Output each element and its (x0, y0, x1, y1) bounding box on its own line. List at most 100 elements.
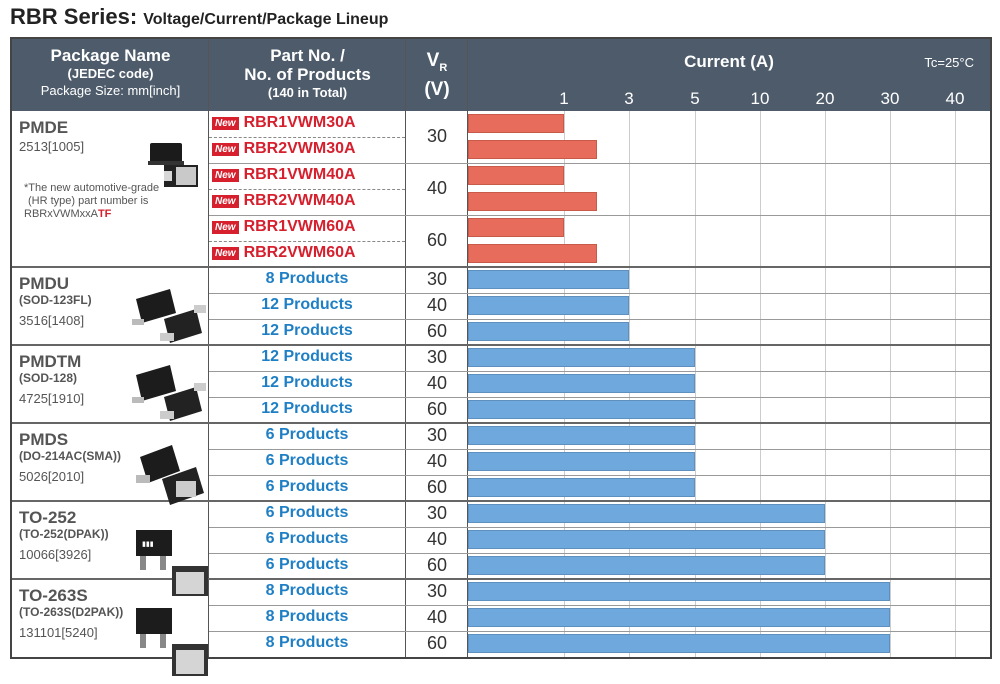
pmde-package-icon (148, 143, 198, 187)
new-badge: New (212, 195, 239, 208)
package-jedec: (SOD-128) (19, 371, 78, 385)
part-number-text: RBR2VWM30A (243, 140, 356, 157)
package-jedec: (DO-214AC(SMA)) (19, 449, 121, 463)
product-count: 8 Products (265, 270, 349, 287)
voltage-value: 60 (426, 477, 448, 497)
x-tick-label: 10 (750, 89, 770, 108)
package-size: 10066[3926] (19, 547, 92, 562)
product-count: 8 Products (265, 608, 349, 625)
header-tc: Tc=25°C (924, 55, 974, 70)
current-bar (468, 218, 564, 237)
part-number-text: RBR1VWM60A (243, 218, 356, 235)
header-total: (140 in Total) (267, 85, 348, 100)
product-count: 6 Products (265, 504, 349, 521)
part-number: New RBR2VWM30A (209, 140, 405, 158)
product-count: 6 Products (265, 478, 349, 495)
part-number-text: RBR2VWM60A (243, 244, 356, 261)
package-name: PMDU (19, 274, 70, 293)
header-package: Package Name (JEDEC code) Package Size: … (12, 39, 209, 111)
row-divider (209, 631, 990, 632)
package-size: 131101[5240] (19, 625, 98, 640)
new-badge: New (212, 221, 239, 234)
chart-title: RBR Series: Voltage/Current/Package Line… (10, 4, 388, 30)
product-count: 12 Products (261, 322, 353, 339)
part-number: New RBR1VWM40A (209, 166, 405, 184)
grid-line (955, 111, 956, 657)
header-size: Package Size: mm[inch] (40, 83, 181, 98)
new-badge: New (212, 169, 239, 182)
row-divider (209, 449, 990, 450)
voltage-value: 30 (426, 425, 448, 445)
part-number-text: RBR1VWM40A (243, 166, 356, 183)
lineup-table: Package Name (JEDEC code) Package Size: … (10, 37, 992, 676)
pmdu-package-icon (132, 289, 206, 343)
package-divider (12, 578, 990, 580)
current-bar (468, 452, 695, 471)
automotive-note: *The new automotive-grade (HR type) part… (24, 182, 159, 221)
new-badge: New (212, 143, 239, 156)
row-divider (209, 527, 990, 528)
voltage-value: 60 (426, 321, 448, 341)
header-package-name: Package Name (50, 46, 171, 65)
row-divider (209, 371, 990, 372)
grid-line (760, 111, 761, 657)
package-name: PMDTM (19, 352, 82, 371)
voltage-value: 60 (426, 230, 448, 250)
voltage-value: 60 (426, 633, 448, 653)
current-bar (468, 504, 825, 523)
current-bar (468, 140, 597, 159)
product-count: 8 Products (265, 634, 349, 651)
current-bar (468, 478, 695, 497)
product-count: 6 Products (265, 556, 349, 573)
svg-text:▮▮▮: ▮▮▮ (142, 541, 154, 548)
voltage-value: 40 (426, 373, 448, 393)
row-divider (209, 163, 990, 164)
row-divider (209, 215, 990, 216)
product-count: 8 Products (265, 582, 349, 599)
voltage-value: 40 (426, 607, 448, 627)
current-bar (468, 374, 695, 393)
row-divider (209, 397, 990, 398)
product-count: 12 Products (261, 374, 353, 391)
row-divider (209, 553, 990, 554)
package-name: TO-263S (19, 586, 88, 605)
current-bar (468, 166, 564, 185)
header-partno-label: Part No. / (270, 46, 345, 65)
voltage-value: 30 (426, 269, 448, 289)
voltage-value: 40 (426, 451, 448, 471)
note-line1: *The new automotive-grade (24, 182, 160, 194)
x-tick-label: 1 (559, 89, 569, 108)
package-size: 5026[2010] (19, 469, 85, 484)
product-count: 12 Products (261, 348, 353, 365)
voltage-value: 40 (426, 295, 448, 315)
part-number-text: RBR1VWM30A (243, 114, 356, 131)
header-current-label: Current (A) (684, 52, 774, 71)
header-jedec: (JEDEC code) (67, 66, 154, 81)
product-count: 12 Products (261, 296, 353, 313)
note-suffix: TF (97, 208, 112, 220)
current-bar (468, 244, 597, 263)
current-bar (468, 114, 564, 133)
header-vr-sub: R (439, 61, 448, 74)
current-bar (468, 634, 890, 653)
product-count: 12 Products (261, 400, 353, 417)
column-divider (208, 39, 209, 657)
current-bar (468, 530, 825, 549)
package-size: 2513[1005] (19, 139, 85, 154)
header-vr-main: V (426, 50, 440, 71)
grid-line (890, 111, 891, 657)
voltage-value: 40 (426, 529, 448, 549)
voltage-value: 40 (426, 178, 448, 198)
row-divider-dashed (209, 189, 405, 190)
voltage-value: 60 (426, 555, 448, 575)
package-divider (12, 500, 990, 502)
current-bar (468, 348, 695, 367)
pmds-package-icon (136, 445, 204, 505)
current-bar (468, 426, 695, 445)
row-divider (209, 293, 990, 294)
current-bar (468, 608, 890, 627)
package-divider (12, 344, 990, 346)
part-number: New RBR2VWM40A (209, 192, 405, 210)
row-divider (209, 605, 990, 606)
part-number-text: RBR2VWM40A (243, 192, 356, 209)
